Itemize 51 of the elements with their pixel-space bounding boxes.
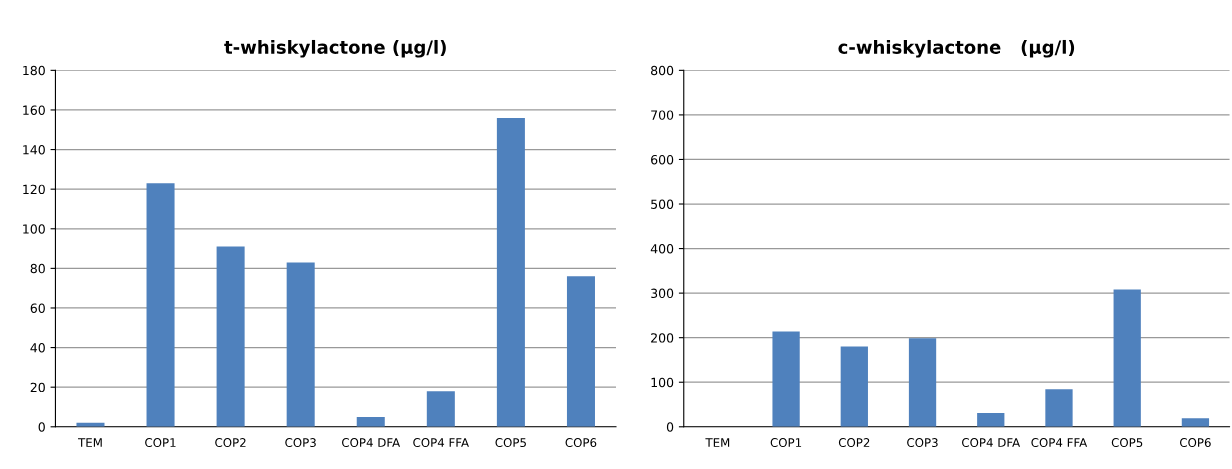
bar: [426, 391, 455, 427]
bar: [1113, 289, 1141, 427]
x-tick-label: COP6: [1180, 438, 1211, 448]
x-tick-label: COP2: [215, 438, 246, 448]
x-tick-label: TEM: [705, 438, 730, 447]
bar: [496, 117, 525, 427]
y-tick-label: 40: [30, 343, 45, 353]
bar: [216, 246, 245, 427]
y-tick-label: 160: [23, 105, 45, 115]
bar: [840, 346, 868, 427]
y-tick-label: 400: [650, 244, 674, 254]
x-tick-label: COP1: [145, 438, 176, 448]
y-tick-label: 100: [23, 224, 45, 234]
y-tick-label: 300: [651, 288, 674, 299]
y-tick-label: 120: [23, 184, 45, 195]
y-tick-label: 20: [30, 382, 45, 393]
x-tick-label: COP1: [770, 438, 802, 448]
bar: [908, 338, 937, 427]
x-tick-label: COP5: [495, 438, 526, 448]
y-tick-label: 0: [38, 422, 45, 432]
x-tick-label: COP3: [907, 438, 938, 448]
x-tick-label: COP4 FFA: [413, 438, 469, 448]
x-tick-label: COP4 DFA: [962, 438, 1021, 448]
x-tick-label: COP6: [565, 438, 597, 448]
y-tick-label: 60: [30, 303, 45, 313]
bar: [977, 412, 1005, 427]
x-tick-label: COP3: [285, 438, 316, 448]
y-tick-label: 0: [666, 422, 674, 432]
y-tick-label: 600: [651, 154, 674, 165]
x-tick-label: COP4 FFA: [1031, 438, 1088, 448]
bar: [356, 416, 385, 427]
bar: [146, 183, 175, 427]
x-tick-label: COP5: [1111, 438, 1143, 448]
bar: [772, 331, 800, 427]
bar: [286, 262, 315, 427]
y-tick-label: 180: [23, 65, 45, 76]
x-tick-label: COP4 DFA: [342, 438, 401, 448]
x-tick-label: TEM: [78, 438, 102, 447]
bar: [566, 276, 595, 427]
y-tick-label: 700: [651, 110, 674, 120]
bar: [1045, 389, 1073, 427]
y-tick-label: 500: [651, 199, 674, 209]
y-tick-label: 200: [651, 333, 674, 343]
y-tick-label: 800: [651, 65, 674, 76]
chart-title: t-whiskylactone (µg/l): [224, 39, 446, 58]
y-tick-label: 140: [23, 145, 45, 155]
x-tick-label: COP2: [838, 438, 870, 448]
y-tick-label: 100: [651, 377, 674, 388]
chart-title: c-whiskylactone (µg/l): [838, 39, 1075, 58]
bar: [1181, 418, 1210, 427]
y-tick-label: 80: [30, 263, 45, 274]
